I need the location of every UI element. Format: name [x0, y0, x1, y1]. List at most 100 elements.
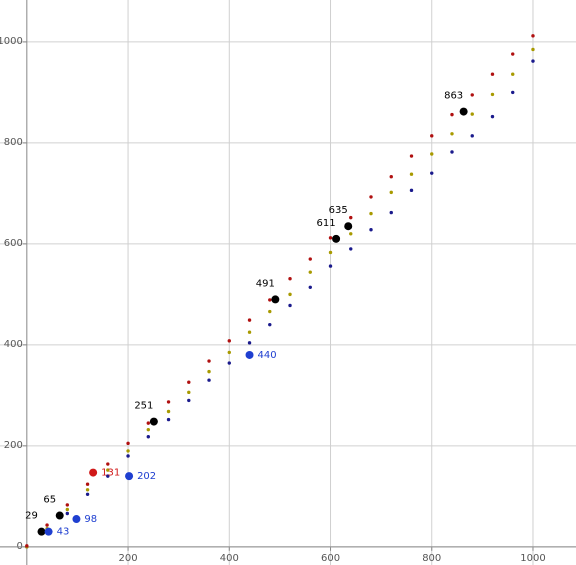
point [308, 285, 312, 289]
point [389, 175, 393, 179]
point [409, 188, 414, 193]
point-label: 29 [25, 511, 38, 522]
point [268, 298, 272, 302]
point [146, 427, 151, 432]
point [531, 47, 535, 52]
highlight-point [44, 527, 53, 536]
point [430, 171, 434, 175]
point [207, 369, 211, 374]
point-label: 98 [84, 514, 97, 525]
point [247, 330, 252, 334]
point [288, 292, 292, 297]
point [85, 482, 90, 486]
point-label: 611 [317, 218, 336, 229]
highlight-point [125, 472, 134, 481]
point [328, 236, 333, 240]
point [227, 350, 231, 355]
y-tick-label: 200 [4, 440, 23, 451]
point [227, 339, 231, 343]
point [531, 34, 535, 38]
point [247, 341, 252, 345]
point [227, 361, 231, 365]
highlight-point [332, 234, 341, 243]
point [106, 462, 110, 466]
point [25, 544, 29, 548]
point [308, 257, 312, 261]
point [511, 52, 515, 56]
point-label: 43 [57, 527, 70, 538]
point-label: 863 [444, 91, 463, 102]
point [511, 72, 515, 76]
x-tick-label: 200 [119, 553, 138, 564]
point [430, 152, 434, 156]
point [247, 318, 252, 322]
point [328, 264, 333, 268]
x-tick-label: 800 [422, 553, 441, 564]
highlight-point [55, 511, 64, 520]
point [106, 468, 110, 472]
point [308, 270, 312, 274]
point [146, 435, 151, 439]
point [65, 503, 70, 507]
point-label: 131 [101, 468, 120, 479]
point [328, 250, 333, 255]
point [470, 112, 474, 116]
point [369, 228, 373, 232]
y-tick-label: 600 [4, 238, 23, 249]
point [146, 421, 151, 425]
point [126, 449, 130, 453]
point [268, 322, 272, 327]
point-label: 491 [256, 278, 275, 289]
point [207, 378, 211, 382]
point [349, 247, 353, 251]
point [409, 154, 414, 158]
point [369, 195, 373, 199]
x-tick-label: 1000 [520, 553, 545, 564]
point [268, 309, 272, 314]
point [207, 359, 211, 363]
point [85, 492, 90, 497]
highlight-point [37, 527, 46, 536]
y-tick-label: 1000 [0, 36, 23, 47]
point-label: 440 [258, 350, 277, 361]
highlight-point [344, 222, 353, 231]
y-tick-label: 400 [4, 339, 23, 350]
point [389, 210, 393, 215]
point-label: 251 [134, 401, 153, 412]
x-tick-label: 400 [220, 553, 239, 564]
point [470, 134, 474, 138]
point [187, 380, 191, 384]
point [490, 72, 495, 76]
point [65, 507, 70, 512]
point [490, 92, 495, 97]
point [106, 474, 110, 478]
point [45, 523, 49, 527]
point [288, 303, 292, 308]
point [369, 211, 373, 216]
point [166, 409, 171, 414]
point [531, 59, 535, 63]
point [470, 93, 474, 97]
point [126, 441, 130, 446]
point-label: 65 [43, 495, 56, 506]
point-label: 202 [137, 471, 156, 482]
highlight-point [72, 515, 81, 524]
highlight-point [459, 107, 468, 116]
point [349, 232, 353, 236]
point [187, 398, 191, 403]
y-tick-label: 800 [4, 137, 23, 148]
point [126, 454, 130, 458]
point [349, 215, 353, 220]
point [288, 277, 292, 281]
point [85, 488, 90, 492]
point [450, 112, 454, 117]
point [450, 132, 454, 136]
point [65, 511, 70, 516]
point-label: 635 [329, 205, 348, 216]
point [450, 150, 454, 154]
x-tick-label: 600 [321, 553, 340, 564]
point [490, 114, 495, 119]
point [409, 172, 414, 176]
highlight-point [89, 468, 98, 477]
